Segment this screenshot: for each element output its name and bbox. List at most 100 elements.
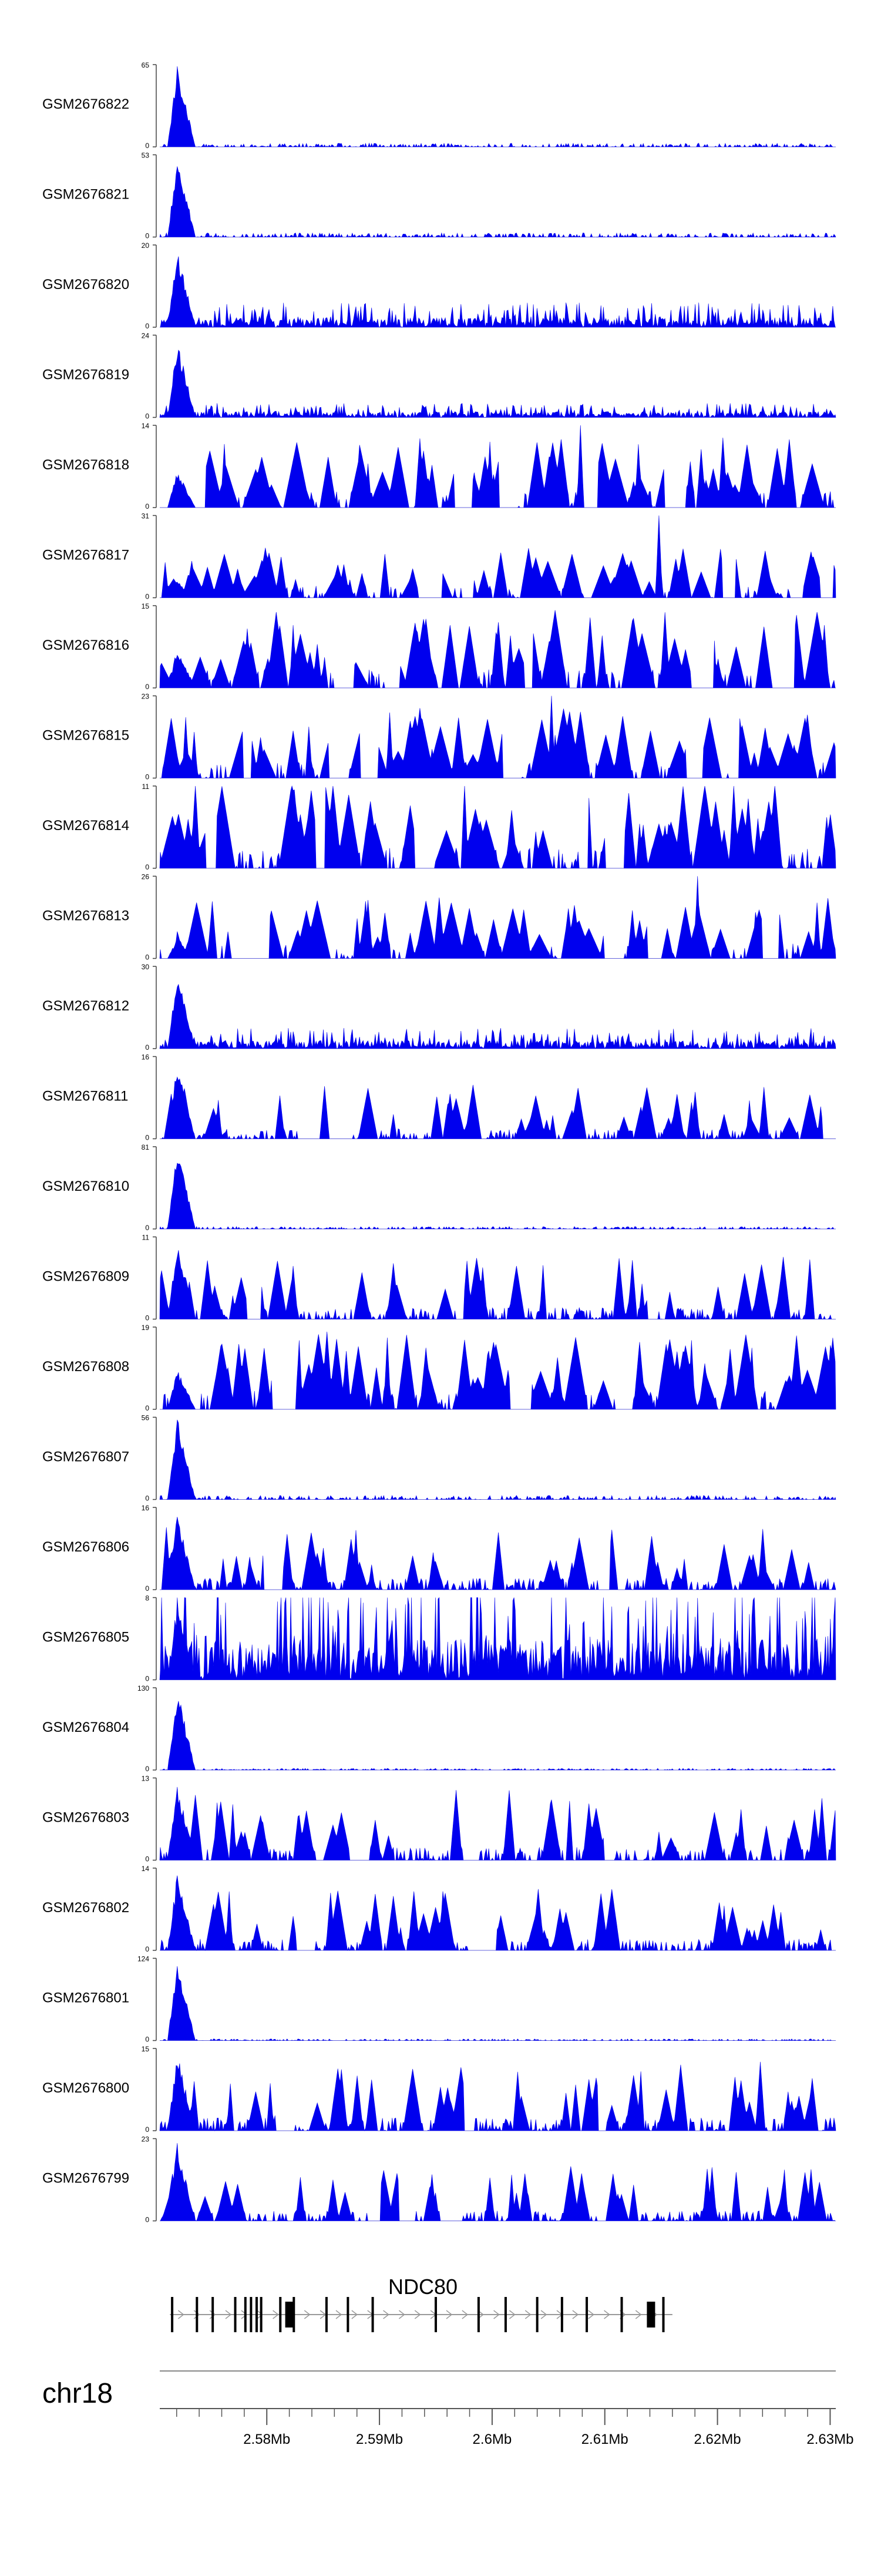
- track-GSM2676822: GSM2676822 65 0: [42, 61, 836, 150]
- strand-arrow-icon: [588, 2310, 594, 2319]
- track-ymin-label: 0: [145, 142, 149, 150]
- genome-axis: 2.58Mb 2.59Mb 2.6Mb 2.61Mb 2.62Mb 2.63Mb: [160, 2408, 853, 2447]
- strand-arrow-icon: [572, 2310, 579, 2319]
- track-ymin-label: 0: [145, 322, 149, 330]
- strand-arrow-icon: [540, 2310, 547, 2319]
- track-ymax-label: 13: [142, 1775, 150, 1783]
- track-label: GSM2676808: [42, 1359, 129, 1375]
- strand-arrow-icon: [351, 2310, 358, 2319]
- strand-arrow-icon: [414, 2310, 421, 2319]
- coverage-tracks: GSM2676822650GSM2676821530GSM2676820200G…: [42, 61, 836, 2224]
- axis-tick-label: 2.62Mb: [694, 2431, 741, 2447]
- track-label: GSM2676801: [42, 1990, 129, 2006]
- gene-exon: [620, 2297, 623, 2332]
- gene-coding-block: [285, 2302, 294, 2328]
- gene-exon: [292, 2297, 295, 2332]
- axis-tick-label: 2.6Mb: [473, 2431, 512, 2447]
- track-GSM2676815: GSM2676815 23 0: [42, 693, 836, 781]
- track-GSM2676811: GSM2676811 16 0: [42, 1053, 836, 1142]
- track-ymin-label: 0: [145, 1855, 149, 1863]
- track-GSM2676819: GSM2676819 24 0: [42, 332, 836, 421]
- track-label: GSM2676799: [42, 2171, 129, 2187]
- coverage-area: [159, 1163, 836, 1230]
- track-ymin-label: 0: [145, 2216, 149, 2224]
- track-GSM2676817: GSM2676817 31 0: [42, 512, 836, 601]
- track-ymin-label: 0: [145, 2125, 149, 2134]
- track-ymax-label: 8: [145, 1594, 149, 1603]
- coverage-area: [159, 1597, 836, 1680]
- track-ymin-label: 0: [145, 1765, 149, 1773]
- gene-exon: [196, 2297, 199, 2332]
- gene-exon: [434, 2297, 437, 2332]
- track-label: GSM2676809: [42, 1269, 129, 1285]
- track-ymax-label: 15: [142, 602, 150, 610]
- coverage-area: [159, 166, 836, 238]
- coverage-area: [160, 1701, 836, 1771]
- axis-tick-label: 2.58Mb: [243, 2431, 290, 2447]
- gene-track: NDC80: [170, 2275, 672, 2332]
- track-label: GSM2676804: [42, 1719, 129, 1735]
- track-label: GSM2676811: [42, 1089, 128, 1104]
- track-ymax-label: 65: [142, 61, 150, 69]
- track-GSM2676800: GSM2676800 15 0: [42, 2045, 836, 2134]
- track-ymax-label: 56: [142, 1414, 150, 1422]
- strand-arrow-icon: [462, 2310, 469, 2319]
- strand-arrow-icon: [225, 2310, 232, 2319]
- track-ymax-label: 14: [142, 422, 150, 430]
- coverage-area: [159, 785, 836, 869]
- track-ymax-label: 81: [142, 1143, 150, 1151]
- strand-arrow-icon: [493, 2310, 500, 2319]
- gene-exon: [504, 2297, 507, 2332]
- track-ymax-label: 15: [142, 2045, 150, 2053]
- track-ymin-label: 0: [145, 1224, 149, 1232]
- gene-exon: [211, 2297, 214, 2332]
- coverage-area: [160, 1517, 836, 1591]
- track-ymax-label: 19: [142, 1324, 150, 1332]
- track-label: GSM2676821: [42, 187, 129, 203]
- gene-exon: [325, 2297, 328, 2332]
- track-label: GSM2676802: [42, 1900, 129, 1916]
- track-GSM2676805: GSM2676805 8 0: [42, 1594, 836, 1683]
- track-ymax-label: 20: [142, 241, 150, 250]
- coverage-area: [159, 876, 836, 959]
- strand-arrow-icon: [398, 2310, 405, 2319]
- track-label: GSM2676810: [42, 1178, 129, 1194]
- track-ymax-label: 16: [142, 1504, 150, 1512]
- strand-arrow-icon: [509, 2310, 516, 2319]
- track-GSM2676801: GSM2676801 124 0: [42, 1955, 836, 2044]
- track-ymin-label: 0: [145, 1404, 149, 1412]
- track-ymin-label: 0: [145, 1043, 149, 1052]
- strand-arrow-icon: [304, 2310, 311, 2319]
- track-ymax-label: 53: [142, 152, 150, 160]
- gene-exon: [234, 2297, 237, 2332]
- track-ymin-label: 0: [145, 412, 149, 421]
- axis-tick-label: 2.63Mb: [806, 2431, 853, 2447]
- track-label: GSM2676817: [42, 548, 129, 563]
- track-ymin-label: 0: [145, 773, 149, 781]
- gene-exon: [255, 2297, 258, 2332]
- gene-exon: [171, 2297, 174, 2332]
- track-ymin-label: 0: [145, 1134, 149, 1142]
- gene-exon: [662, 2297, 665, 2332]
- track-GSM2676814: GSM2676814 11 0: [42, 782, 836, 871]
- coverage-area: [160, 66, 836, 147]
- track-ymin-label: 0: [145, 1584, 149, 1593]
- strand-arrow-icon: [257, 2310, 263, 2319]
- track-GSM2676804: GSM2676804 130 0: [42, 1684, 836, 1773]
- track-GSM2676812: GSM2676812 30 0: [42, 963, 836, 1052]
- chromosome-label: chr18: [42, 2378, 113, 2409]
- track-ymax-label: 31: [142, 512, 150, 520]
- strand-arrow-icon: [177, 2310, 184, 2319]
- coverage-area: [159, 1250, 836, 1320]
- genome-axis-track: chr18 2.58Mb 2.59Mb 2.6Mb 2.61Mb 2.62Mb 2.63M…: [42, 2370, 853, 2447]
- track-ymin-label: 0: [145, 1494, 149, 1503]
- track-ymax-label: 26: [142, 873, 150, 881]
- track-GSM2676808: GSM2676808 19 0: [42, 1324, 836, 1412]
- coverage-area: [160, 1331, 836, 1410]
- coverage-area: [159, 1786, 836, 1861]
- track-label: GSM2676822: [42, 96, 129, 112]
- coverage-area: [160, 515, 836, 599]
- coverage-area: [160, 1875, 836, 1952]
